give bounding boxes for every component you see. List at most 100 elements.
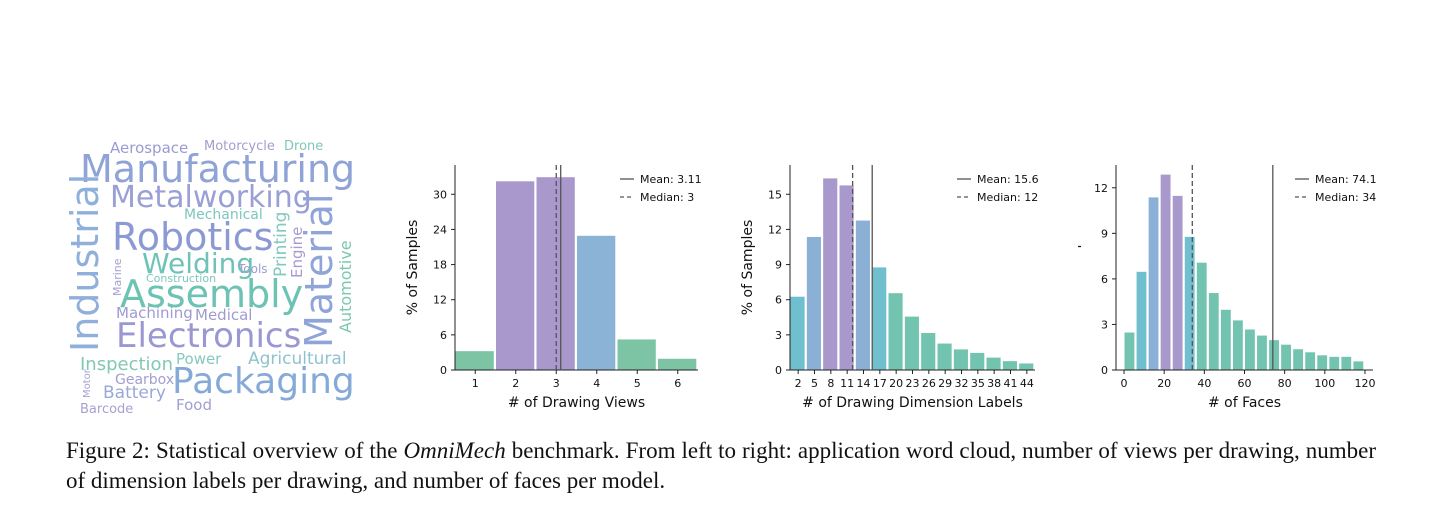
legend-median-label: Median: 3	[640, 191, 694, 204]
cloud-word-material: Material	[297, 193, 341, 348]
legend-mean-label: Mean: 3.11	[640, 173, 702, 186]
bar	[1018, 362, 1035, 371]
bar	[1183, 235, 1196, 371]
bar	[985, 356, 1002, 371]
bar	[657, 357, 698, 371]
cloud-word-motorcycle: Motorcycle	[204, 139, 275, 154]
bar	[838, 184, 855, 371]
cloud-word-electronics: Electronics	[116, 316, 302, 356]
y-tick-label: 12	[768, 223, 782, 236]
bar	[1195, 261, 1208, 371]
drawing-views-histogram: 0 6 12 18 24 30 1 2 3 4 5 6 # of Drawing Views Mean: …	[400, 150, 710, 420]
y-tick-label: 24	[433, 223, 447, 236]
y-tick-label: 15	[768, 188, 782, 201]
cloud-word-machining: Machining	[116, 304, 193, 322]
cloud-word-inspection: Inspection	[80, 354, 173, 375]
legend-median-label: Median: 34	[1315, 191, 1376, 204]
bar	[1304, 351, 1317, 371]
cloud-word-drone: Drone	[284, 139, 324, 154]
bar	[1340, 355, 1353, 371]
cloud-word-manufacturing: Manufacturing	[80, 147, 356, 191]
cloud-word-battery: Battery	[103, 383, 166, 403]
cloud-word-industrial: Industrial	[63, 173, 107, 352]
bar	[969, 351, 986, 371]
legend: Mean: 74.1 Median: 34	[1295, 173, 1377, 204]
x-tick-label: 4	[593, 377, 600, 390]
bar	[1171, 194, 1184, 371]
bar	[1352, 360, 1365, 371]
bar	[616, 338, 657, 371]
cloud-word-barcode: Barcode	[80, 402, 134, 417]
y-tick-label: 0	[775, 364, 782, 377]
x-tick-label: 60	[1238, 377, 1252, 390]
x-tick-label: 2	[512, 377, 519, 390]
plot-area: 0 3 6 9 12 15 2 5 8 11 14 17 20 23 26 29 32 35 38 41 44 # of …	[768, 165, 1039, 411]
x-tick-label: 11	[840, 377, 854, 390]
cloud-word-construction: Construction	[146, 272, 217, 285]
bar	[1256, 334, 1268, 371]
bar	[1328, 355, 1341, 371]
bar	[454, 350, 495, 371]
cloud-word-motor: Motor	[82, 369, 93, 398]
bar	[936, 342, 953, 371]
bar	[789, 295, 806, 371]
x-tick-label: 44	[1020, 377, 1034, 390]
x-axis-label: # of Drawing Dimension Labels	[802, 395, 1023, 411]
chart-svg: 0 3 6 9 12 15 2 5 8 11 14 17 20 23 26 29 32 35 38 41 44 # of …	[740, 165, 1039, 411]
x-tick-label: 23	[906, 377, 920, 390]
x-tick-label: 1	[472, 377, 479, 390]
bar	[1231, 319, 1244, 371]
bar	[1292, 348, 1305, 371]
x-tick-label: 41	[1004, 377, 1018, 390]
x-tick-label: 120	[1354, 377, 1375, 390]
y-tick-label: 0	[1101, 364, 1108, 377]
caption-suffix: benchmark. From left to right: applicati…	[66, 438, 1377, 493]
bar	[871, 266, 888, 371]
cloud-word-food: Food	[176, 396, 212, 414]
y-tick-label: 9	[775, 259, 782, 272]
legend-mean-label: Mean: 74.1	[1315, 173, 1377, 186]
y-tick-label: 12	[1094, 182, 1108, 195]
bar	[1001, 360, 1018, 371]
dimension-labels-histogram: 0 3 6 9 12 15 2 5 8 11 14 17 20 23 26 29 32 35 38 41 44 # of …	[740, 150, 1040, 420]
cloud-word-metalworking: Metalworking	[110, 180, 312, 215]
cloud-word-robotics: Robotics	[112, 215, 274, 259]
y-tick-label: 30	[433, 188, 447, 201]
x-tick-label: 26	[922, 377, 936, 390]
cloud-word-assembly: Assembly	[120, 272, 304, 316]
legend-median-label: Median: 12	[977, 191, 1038, 204]
y-tick-label: 18	[433, 259, 447, 272]
faces-histogram: 0 3 6 9 12 0 20 40 60 80 100 120 # of Faces Mean: 74.…	[1066, 150, 1378, 420]
application-word-cloud: Aerospace Motorcycle Drone Manufacturing Met…	[63, 130, 370, 430]
bar	[1135, 270, 1148, 371]
bar	[1280, 343, 1292, 371]
cloud-word-gearbox: Gearbox	[115, 372, 175, 388]
y-tick-label: 12	[433, 294, 447, 307]
bar	[1207, 292, 1220, 371]
y-tick-label: 3	[775, 329, 782, 342]
cloud-word-medical: Medical	[195, 306, 253, 324]
x-tick-label: 38	[987, 377, 1001, 390]
bar	[1244, 328, 1256, 371]
bar	[576, 234, 617, 371]
y-tick-label: 6	[1101, 273, 1108, 286]
cloud-word-mechanical: Mechanical	[184, 207, 263, 223]
legend: Mean: 3.11 Median: 3	[620, 173, 702, 204]
y-axis-label: % of Samples	[740, 220, 756, 315]
y-tick-label: 3	[1101, 318, 1108, 331]
x-tick-label: 3	[553, 377, 560, 390]
bar	[854, 219, 871, 371]
x-tick-label: 80	[1278, 377, 1292, 390]
x-tick-label: 2	[795, 377, 802, 390]
caption-benchmark-name: OmniMech	[403, 438, 506, 463]
bar	[1123, 331, 1136, 371]
bar	[952, 348, 969, 371]
bar	[495, 180, 536, 371]
x-tick-label: 29	[938, 377, 952, 390]
x-tick-label: 20	[1157, 377, 1171, 390]
x-tick-label: 5	[811, 377, 818, 390]
x-tick-label: 5	[634, 377, 641, 390]
